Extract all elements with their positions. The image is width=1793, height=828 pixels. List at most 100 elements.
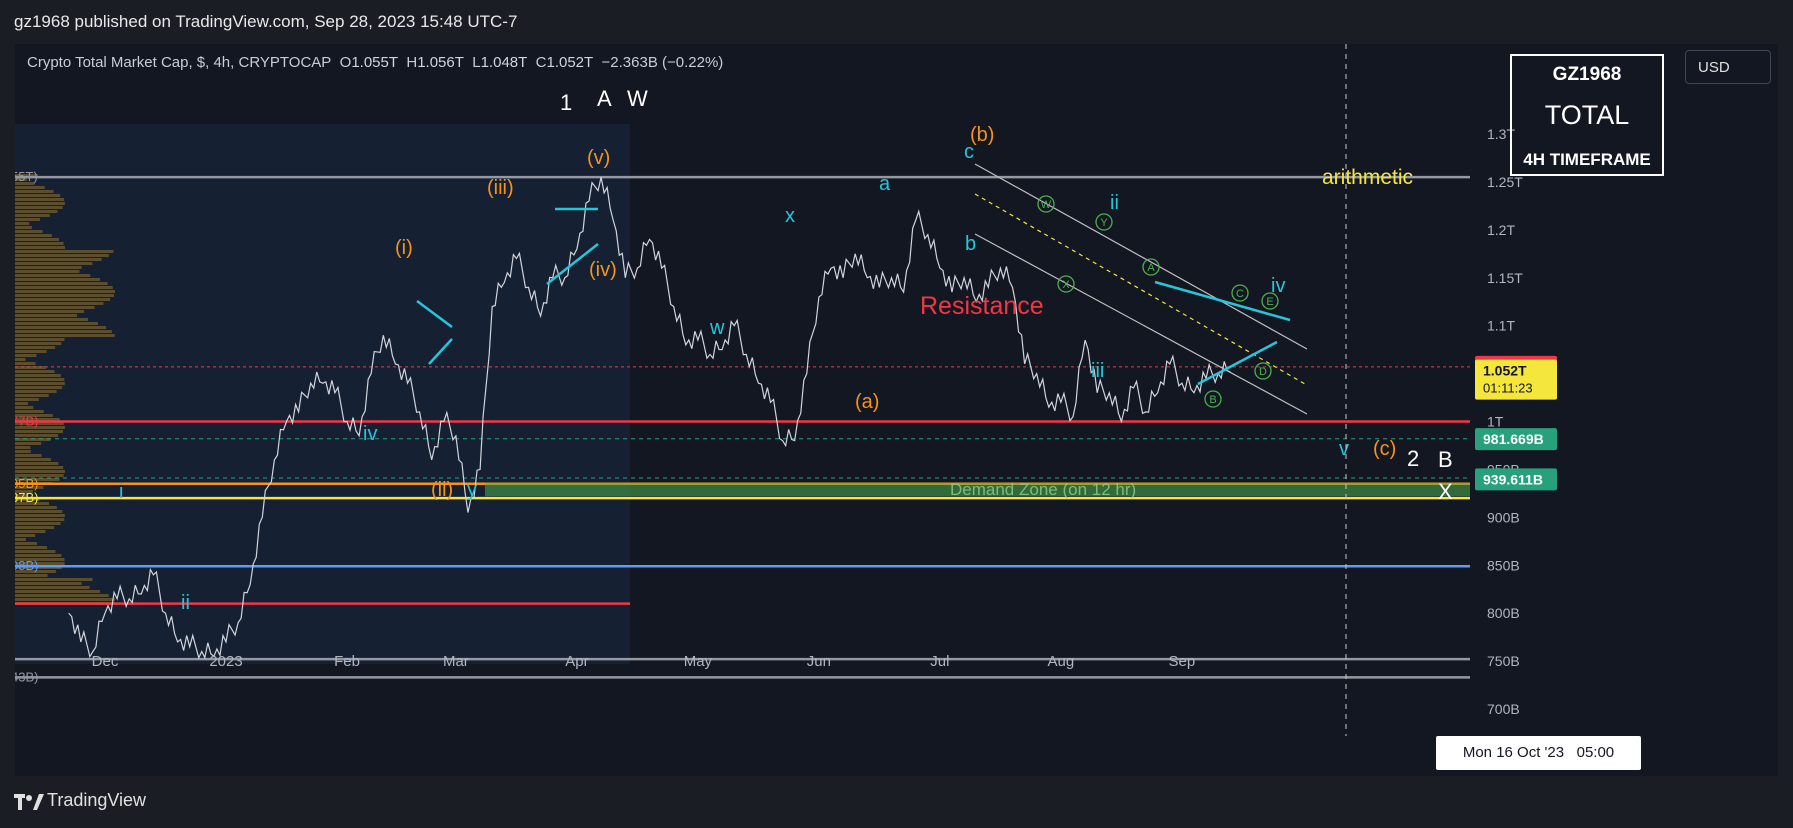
channel-top-line	[974, 163, 1308, 350]
wave-label: w	[709, 317, 725, 339]
volume-profile-bar	[15, 414, 53, 417]
price-badge	[1475, 468, 1557, 491]
wave-label: ii	[1110, 192, 1119, 214]
tradingview-brand[interactable]: TradingView	[47, 790, 147, 810]
volume-profile-bar	[15, 266, 82, 269]
volume-profile-bar	[15, 278, 100, 281]
volume-profile-bar	[15, 466, 64, 469]
volume-profile-bar	[15, 590, 100, 593]
wedge-bottom-line	[1197, 340, 1278, 386]
wave-label: 1	[560, 90, 572, 115]
wave-segment-line	[428, 338, 453, 365]
volume-profile-bar	[15, 330, 112, 333]
volume-profile-bar	[15, 218, 41, 221]
wave-label: (c)	[1373, 438, 1396, 460]
wedge-top-line	[1154, 280, 1291, 322]
x-tick-label: Feb	[334, 653, 360, 670]
circled-wave-label: E	[1266, 296, 1273, 308]
volume-profile-bar	[15, 214, 50, 217]
circled-wave-marker	[1254, 362, 1272, 380]
y-tick-label: 1.25T	[1487, 174, 1523, 190]
open-label: O	[339, 54, 352, 71]
chart-panel[interactable]: 55T) 77B) 35B)37B) 98B) 43B) Demand Zone (on …	[15, 44, 1778, 776]
price-badge-countdown: 01:11:23	[1483, 381, 1533, 396]
wave-label: ii	[181, 592, 190, 614]
price-badge	[1475, 428, 1557, 451]
volume-profile-bar	[15, 258, 102, 261]
volume-profile-bar	[15, 374, 61, 377]
volume-profile-bar	[15, 486, 44, 489]
y-tick-label: 800B	[1487, 605, 1520, 621]
volume-profile-bar	[15, 474, 64, 477]
x-tick-label: Dec	[92, 653, 119, 670]
y-tick-label: 1.2T	[1487, 222, 1515, 238]
volume-profile-bar	[15, 222, 30, 225]
volume-profile-bar	[15, 406, 34, 409]
volume-profile-bar	[15, 326, 107, 329]
volume-profile-bar	[15, 534, 36, 537]
circled-wave-marker	[1037, 195, 1055, 213]
wave-label: v	[1339, 438, 1349, 460]
wave-label: iii	[1091, 360, 1104, 382]
wave-segment-line	[416, 299, 453, 329]
volume-profile-bar	[15, 230, 43, 233]
volume-profile-bar	[15, 570, 56, 573]
x-tick-label: Aug	[1048, 653, 1075, 670]
volume-profile-bar	[15, 438, 51, 441]
x-tick-label: 2023	[209, 653, 242, 670]
volume-profile-bar	[15, 458, 51, 461]
volume-profile-bar	[15, 354, 37, 357]
volume-profile-bar	[15, 418, 60, 421]
circled-wave-label: Y	[1100, 217, 1108, 229]
wave-label: (a)	[855, 391, 879, 413]
wave-label: B	[1438, 447, 1453, 472]
volume-profile-bar	[15, 586, 90, 589]
currency-button[interactable]: USD	[1685, 50, 1771, 84]
volume-profile-bar	[15, 450, 31, 453]
volume-profile-bar	[15, 338, 65, 341]
open-value: 1.055T	[351, 54, 399, 71]
footer: TradingView	[0, 776, 1793, 828]
crosshair-date-label: Mon 16 Oct '23 05:00	[1436, 736, 1641, 770]
volume-profile-bar	[15, 470, 65, 473]
wave-label: a	[879, 173, 891, 195]
volume-profile-bar	[15, 346, 56, 349]
tradingview-logo-icon[interactable]	[14, 790, 44, 814]
volume-profile-bar	[15, 242, 64, 245]
volume-profile-bar	[15, 598, 115, 601]
volume-profile-bar	[15, 194, 61, 197]
y-tick-label: 1.3T	[1487, 126, 1515, 142]
wave-label: c	[964, 141, 974, 163]
volume-profile-bar	[15, 558, 65, 561]
volume-profile-bar	[15, 506, 57, 509]
wave-label: A	[597, 86, 612, 111]
close-label: C	[535, 54, 547, 71]
volume-profile-bar	[15, 362, 36, 365]
price-chart[interactable]: 55T) 77B) 35B)37B) 98B) 43B) Demand Zone (on …	[15, 44, 1778, 776]
volume-profile-bar	[15, 390, 57, 393]
volume-profile-bar	[15, 274, 91, 277]
publisher-header: gz1968 published on TradingView.com, Sep…	[0, 0, 1793, 44]
wave-label: (ii)	[431, 479, 453, 501]
level-label: 35B)	[15, 476, 38, 491]
volume-profile-bar	[15, 302, 104, 305]
wave-label: (v)	[587, 147, 610, 169]
volume-profile-bar	[15, 594, 109, 597]
volume-profile-bar	[15, 402, 28, 405]
wave-label: b	[965, 233, 976, 255]
y-tick-label: 700B	[1487, 701, 1520, 717]
volume-profile-bar	[15, 574, 48, 577]
wave-label: i	[119, 481, 123, 503]
volume-profile-bar	[15, 578, 93, 581]
volume-profile-bar	[15, 206, 63, 209]
level-label: 55T)	[15, 169, 38, 184]
volume-profile-bar	[15, 530, 46, 533]
high-label: H	[406, 54, 418, 71]
volume-profile-bar	[15, 334, 115, 337]
y-tick-label: 1T	[1487, 414, 1504, 430]
volume-profile-bar	[15, 314, 78, 317]
volume-profile-bar	[15, 410, 44, 413]
price-badge-label: 939.611B	[1483, 471, 1543, 487]
info-box: GZ1968 TOTAL 4H TIMEFRAME	[1510, 54, 1664, 176]
x-tick-label: Jun	[807, 653, 831, 670]
